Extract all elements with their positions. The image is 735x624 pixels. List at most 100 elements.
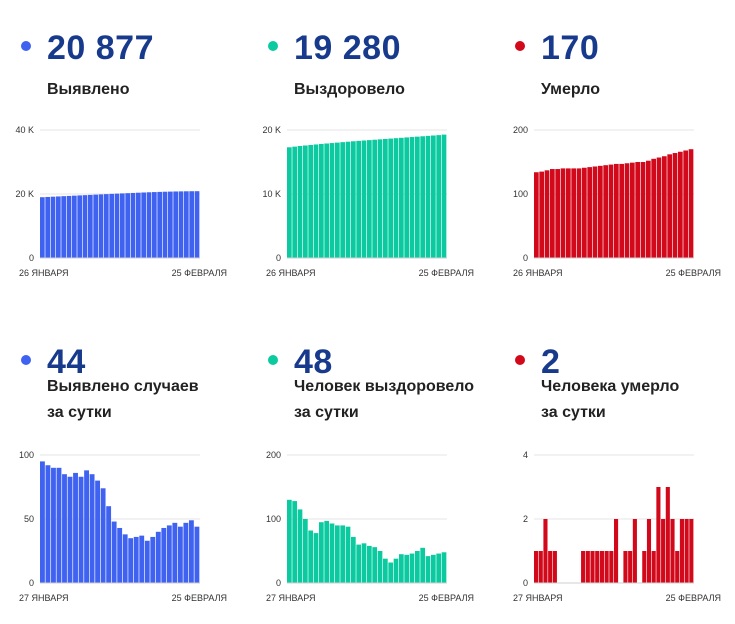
stat-value: 44 xyxy=(47,343,86,381)
bar xyxy=(106,506,112,583)
legend-dot-icon xyxy=(21,41,31,51)
bar xyxy=(642,551,647,583)
bar xyxy=(555,169,561,258)
bar xyxy=(372,139,378,258)
bar xyxy=(441,134,447,258)
y-tick-label: 200 xyxy=(513,125,528,135)
bar xyxy=(189,191,195,258)
y-tick-label: 2 xyxy=(523,514,528,524)
bar xyxy=(88,194,93,258)
bar xyxy=(441,552,447,583)
bar xyxy=(684,519,689,583)
bar xyxy=(543,519,548,583)
bar xyxy=(651,158,657,258)
bar xyxy=(393,138,399,258)
bar xyxy=(329,143,335,258)
bar xyxy=(98,194,104,258)
y-tick-label: 100 xyxy=(513,189,528,199)
bar xyxy=(287,147,292,258)
bar xyxy=(635,162,641,258)
bar xyxy=(287,499,292,583)
bar xyxy=(117,527,123,583)
bar xyxy=(689,519,694,583)
bar xyxy=(173,191,179,258)
stat-value: 19 280 xyxy=(294,29,401,67)
bar xyxy=(383,138,388,258)
y-tick-label: 20 K xyxy=(15,189,34,199)
bar xyxy=(420,136,426,258)
panel-detected-daily: 44 Выявлено случаев за сутки 0 50 100 27 ЯНВАР… xyxy=(0,314,240,624)
y-tick-label: 10 K xyxy=(262,189,281,199)
bar xyxy=(72,195,77,258)
panel-detected-total: 20 877 Выявлено 0 20 K 40 K 26 ЯНВАРЯ 25 ФЕВРА… xyxy=(0,0,240,310)
bar xyxy=(351,536,356,583)
bar xyxy=(152,192,157,258)
bar xyxy=(84,470,89,583)
bar xyxy=(656,487,661,583)
bar xyxy=(632,519,637,583)
bar xyxy=(150,536,156,583)
bar xyxy=(548,551,553,583)
bar xyxy=(665,487,670,583)
bar xyxy=(603,165,609,258)
bar xyxy=(297,509,303,583)
bar xyxy=(319,522,324,583)
x-start-label: 27 ЯНВАРЯ xyxy=(19,593,69,603)
bar xyxy=(679,519,684,583)
bar xyxy=(383,558,388,583)
bar xyxy=(133,536,139,583)
bar xyxy=(93,194,99,258)
bar xyxy=(599,551,604,583)
legend-dot-icon xyxy=(515,355,525,365)
bar xyxy=(585,551,590,583)
bar-chart: 0 10 K 20 K 26 ЯНВАРЯ 25 ФЕВРАЛЯ xyxy=(262,125,474,278)
bar xyxy=(431,554,436,583)
bar xyxy=(367,545,372,583)
bar xyxy=(345,526,351,583)
stat-label: за сутки xyxy=(541,404,606,421)
bar xyxy=(377,139,383,258)
bar xyxy=(308,530,314,583)
y-tick-label: 40 K xyxy=(15,125,34,135)
bar xyxy=(590,551,595,583)
bar xyxy=(78,476,84,583)
bar xyxy=(194,526,200,583)
y-tick-label: 0 xyxy=(29,578,34,588)
bar xyxy=(162,191,168,258)
bar xyxy=(324,520,330,583)
bar xyxy=(409,553,415,583)
bar xyxy=(651,551,656,583)
legend-dot-icon xyxy=(21,355,31,365)
bar xyxy=(56,196,61,258)
bar xyxy=(178,191,184,258)
stat-label: Человек выздоровело xyxy=(294,378,475,395)
bar xyxy=(104,194,109,258)
bar xyxy=(393,558,399,583)
bar xyxy=(404,137,410,258)
bar xyxy=(436,553,442,583)
bar-chart: 0 2 4 27 ЯНВАРЯ 25 ФЕВРАЛЯ xyxy=(513,450,721,603)
bar xyxy=(571,168,577,258)
stat-value: 2 xyxy=(541,343,561,381)
bar xyxy=(667,154,673,258)
bar xyxy=(67,476,73,583)
legend-dot-icon xyxy=(268,41,278,51)
y-tick-label: 4 xyxy=(523,450,528,460)
bar xyxy=(630,162,635,258)
bar xyxy=(329,523,335,583)
bar xyxy=(292,501,298,583)
bar xyxy=(399,137,404,258)
bar xyxy=(114,193,120,258)
bar xyxy=(139,535,145,583)
bar xyxy=(675,551,680,583)
bar xyxy=(425,556,431,583)
bar xyxy=(404,554,410,583)
y-tick-label: 0 xyxy=(523,253,528,263)
bar xyxy=(628,551,633,583)
bar xyxy=(560,168,566,258)
bar xyxy=(361,140,367,258)
bar xyxy=(415,136,420,258)
bar xyxy=(82,195,88,258)
bar xyxy=(399,554,404,583)
bar xyxy=(688,149,694,258)
